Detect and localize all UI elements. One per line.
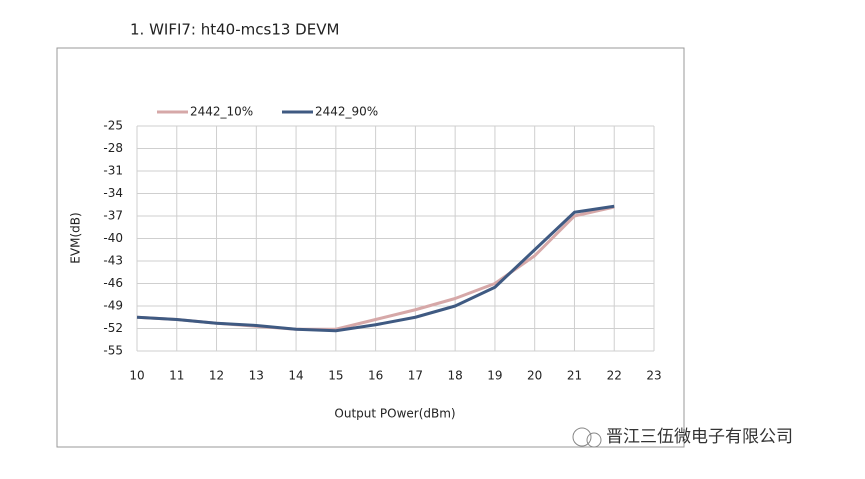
x-tick-label: 10	[129, 369, 144, 383]
x-tick-label: 23	[646, 369, 661, 383]
x-tick-label: 20	[527, 369, 542, 383]
y-tick-label: -28	[103, 141, 123, 155]
legend-label: 2442_10%	[190, 105, 253, 119]
y-tick-label: -49	[103, 299, 123, 313]
heading: 1. WIFI7: ht40-mcs13 DEVM	[130, 21, 339, 39]
watermark-icon	[572, 427, 602, 448]
x-tick-label: 13	[249, 369, 264, 383]
y-tick-label: -34	[103, 186, 123, 200]
series-line	[136, 204, 615, 333]
y-tick-label: -46	[103, 276, 123, 290]
y-tick-label: -37	[103, 209, 123, 223]
x-tick-label: 22	[607, 369, 622, 383]
legend-label: 2442_90%	[315, 105, 378, 119]
x-tick-label: 15	[328, 369, 343, 383]
y-tick-label: -43	[103, 254, 123, 268]
x-tick-label: 12	[209, 369, 224, 383]
y-tick-label: -25	[103, 119, 123, 133]
y-tick-label: -55	[103, 344, 123, 358]
x-tick-label: 11	[169, 369, 184, 383]
x-tick-label: 21	[567, 369, 582, 383]
y-tick-label: -31	[103, 164, 123, 178]
x-axis-label: Output POwer(dBm)	[334, 407, 455, 421]
x-tick-label: 18	[448, 369, 463, 383]
x-tick-label: 19	[487, 369, 502, 383]
x-tick-label: 17	[408, 369, 423, 383]
y-tick-label: -52	[103, 321, 123, 335]
y-axis-label: EVM(dB)	[69, 212, 83, 263]
watermark: 晋江三伍微电子有限公司	[606, 427, 793, 447]
y-tick-label: -40	[103, 231, 123, 245]
x-tick-label: 16	[368, 369, 383, 383]
chart-frame	[56, 47, 685, 448]
x-tick-label: 14	[288, 369, 303, 383]
